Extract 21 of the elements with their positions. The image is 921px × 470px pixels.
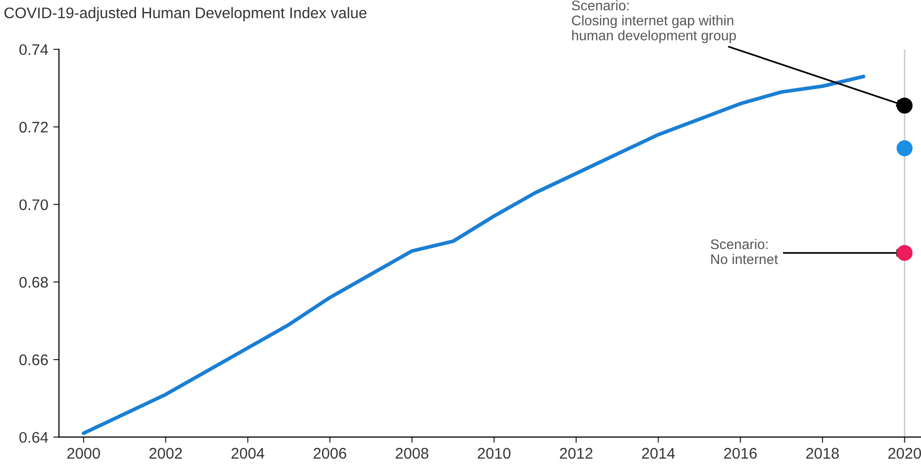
x-tick-label: 2004: [232, 448, 264, 459]
x-tick-label: 2006: [314, 448, 346, 459]
y-tick-label: 0.68: [19, 276, 48, 288]
x-tick-label: 2012: [560, 448, 592, 459]
x-tick-label: 2008: [396, 448, 428, 459]
x-tick-label: 2020: [888, 448, 921, 459]
y-tick-label: 0.72: [19, 122, 48, 133]
y-tick-label: 0.66: [19, 354, 48, 366]
x-tick-label: 2000: [67, 448, 100, 459]
y-tick-label: 0.74: [19, 44, 48, 56]
y-tick-label: 0.70: [19, 199, 48, 210]
y-axis-title: COVID-19-adjusted Human Development Index value: [4, 7, 366, 22]
line-series: [82, 74, 866, 436]
x-tick-label: 2014: [642, 448, 675, 459]
x-tick-label: 2016: [724, 448, 757, 459]
x-tick-label: 2002: [149, 448, 182, 459]
annotation: Scenario: No internet: [710, 238, 778, 264]
x-tick-label: 2010: [478, 448, 510, 459]
x-tick-label: 2018: [806, 448, 839, 459]
y-tick-label: 0.64: [19, 432, 48, 443]
annotation: Scenario: Closing internet gap within human development group: [572, 0, 736, 44]
